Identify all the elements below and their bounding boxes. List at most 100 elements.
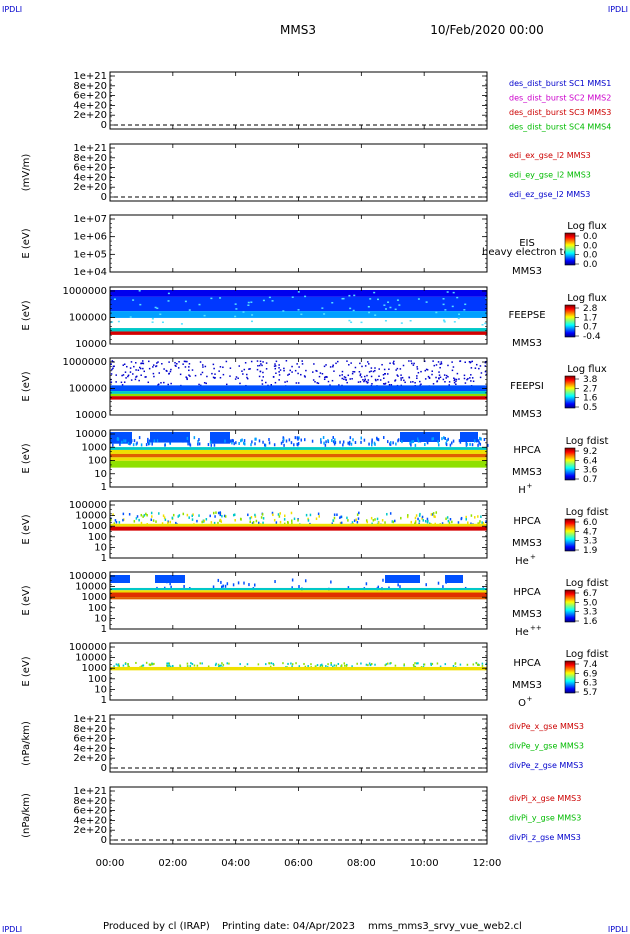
hpca-hep-speck [250,515,253,519]
instrument-label: EIS [519,238,535,249]
hpca-h-speck [193,436,196,440]
ytick-label: 1 [101,624,107,635]
hpca-h-speck [473,439,476,443]
hpca-h-speck [300,438,303,442]
feeps-i-speck [438,374,441,376]
feeps-e-speck [443,321,446,323]
feeps-i-speck [409,381,412,383]
hpca-h-speck [382,436,385,440]
hpca-h-speck [416,437,419,441]
feeps-i-speck [168,361,170,363]
feeps-i-speck [416,366,418,368]
hpca-o-speck [374,663,376,666]
hpca-o-speck [417,662,419,665]
hpca-hep-speck [163,516,166,519]
hpca-h-speck [136,441,138,445]
hpca-h-speck [466,442,468,446]
feeps-i-speck [140,374,142,376]
hpca-h-speck [182,439,184,443]
feeps-i-speck [234,378,237,380]
colorbar-tick-label: 3.3 [583,608,597,618]
feeps-e-speck [341,297,344,300]
hpca-o-speck [168,662,171,665]
feeps-e-speck [342,297,345,300]
hpca-hep-speck [233,513,236,516]
hpca-hep-speck [213,521,216,525]
hpca-hep-speck [393,519,396,523]
hpca-o-speck [270,662,273,665]
feeps-i-speck [185,376,187,378]
hpca-h-speck [198,442,201,446]
feeps-e-speck [442,319,445,321]
feeps-i-speck [160,382,162,384]
hpca-hep-speck [374,518,376,521]
hpca-hep-speck [451,520,453,524]
feeps-i-speck [163,368,165,370]
hpca-o-speck [295,662,297,665]
hpca-o-speck [414,662,416,665]
hpca-h-speck [443,436,445,440]
hpca-o-speck [169,665,172,668]
hpca-o-speck [475,662,478,665]
footer-printing-date: Printing date: 04/Apr/2023 [222,921,355,932]
feeps-i-speck [329,366,332,368]
hpca-hep-speck [252,520,255,524]
feeps-i-speck [485,373,487,376]
feeps-i-speck [272,375,275,378]
hpca-hep-speck [151,515,153,518]
ytick-label: 10000 [75,511,107,522]
feeps-i-speck [133,365,135,368]
feeps-i-speck [368,371,371,373]
hpca-h-speck [110,440,112,444]
ylabel: E (eV) [21,656,32,686]
hpca-h-speck [342,440,345,444]
hpca-hep-speck [392,520,395,524]
feeps-i-speck [323,378,326,381]
feeps-i-speck [463,377,466,380]
hpca-hep-speck [279,520,282,524]
feeps-e-speck [453,321,456,323]
hpca-o-band-yellow [110,666,487,671]
feeps-i-speck [110,381,113,383]
hpca-hep-speck [389,512,392,515]
hpca-hep-speck [142,515,144,518]
hpca-h-speck [354,440,357,444]
hpca-h-speck [164,443,166,447]
hpca-h-speck [477,439,480,443]
hpca-o-speck [191,663,194,666]
ytick-label: 4e+20 [73,815,107,826]
ytick-label: 10000 [75,429,107,440]
feeps-i-speck [444,381,446,383]
hpca-h-speck [437,443,440,447]
hpca-h-speck [360,440,362,444]
hpca-hep-speck [353,519,356,522]
feeps-i-band-blue [110,385,487,392]
feeps-i-speck [345,379,347,381]
feeps-i-speck [198,383,200,386]
feeps-e-speck [442,298,445,300]
hpca-hep-speck [418,519,421,523]
hpca-o-speck [179,664,181,667]
colorbar-tick-label: 5.0 [583,598,598,608]
feeps-i-speck [400,374,402,376]
hpca-hep-speck [254,513,256,517]
feeps-i-speck [350,362,352,364]
ylabel: (nPa/km) [21,721,32,766]
feeps-i-speck [260,363,262,365]
colorbar-tick-label: 2.8 [583,304,598,314]
hpca-hepp-speck [400,578,402,582]
feeps-i-speck [435,364,438,366]
feeps-i-speck [374,378,377,381]
ylabel: E (eV) [21,443,32,473]
feeps-e-speck [291,296,294,298]
hpca-hep-speck [232,513,235,517]
hpca-hep-speck [261,513,264,516]
hpca-hep-speck [465,515,467,519]
feeps-i-speck [387,373,389,375]
feeps-i-speck [447,375,449,378]
feeps-i-speck [152,364,155,366]
hpca-hepp-speck [304,579,307,583]
hpca-h-speck [409,438,412,442]
feeps-i-speck [346,381,348,384]
hpca-hep-speck [434,515,436,519]
